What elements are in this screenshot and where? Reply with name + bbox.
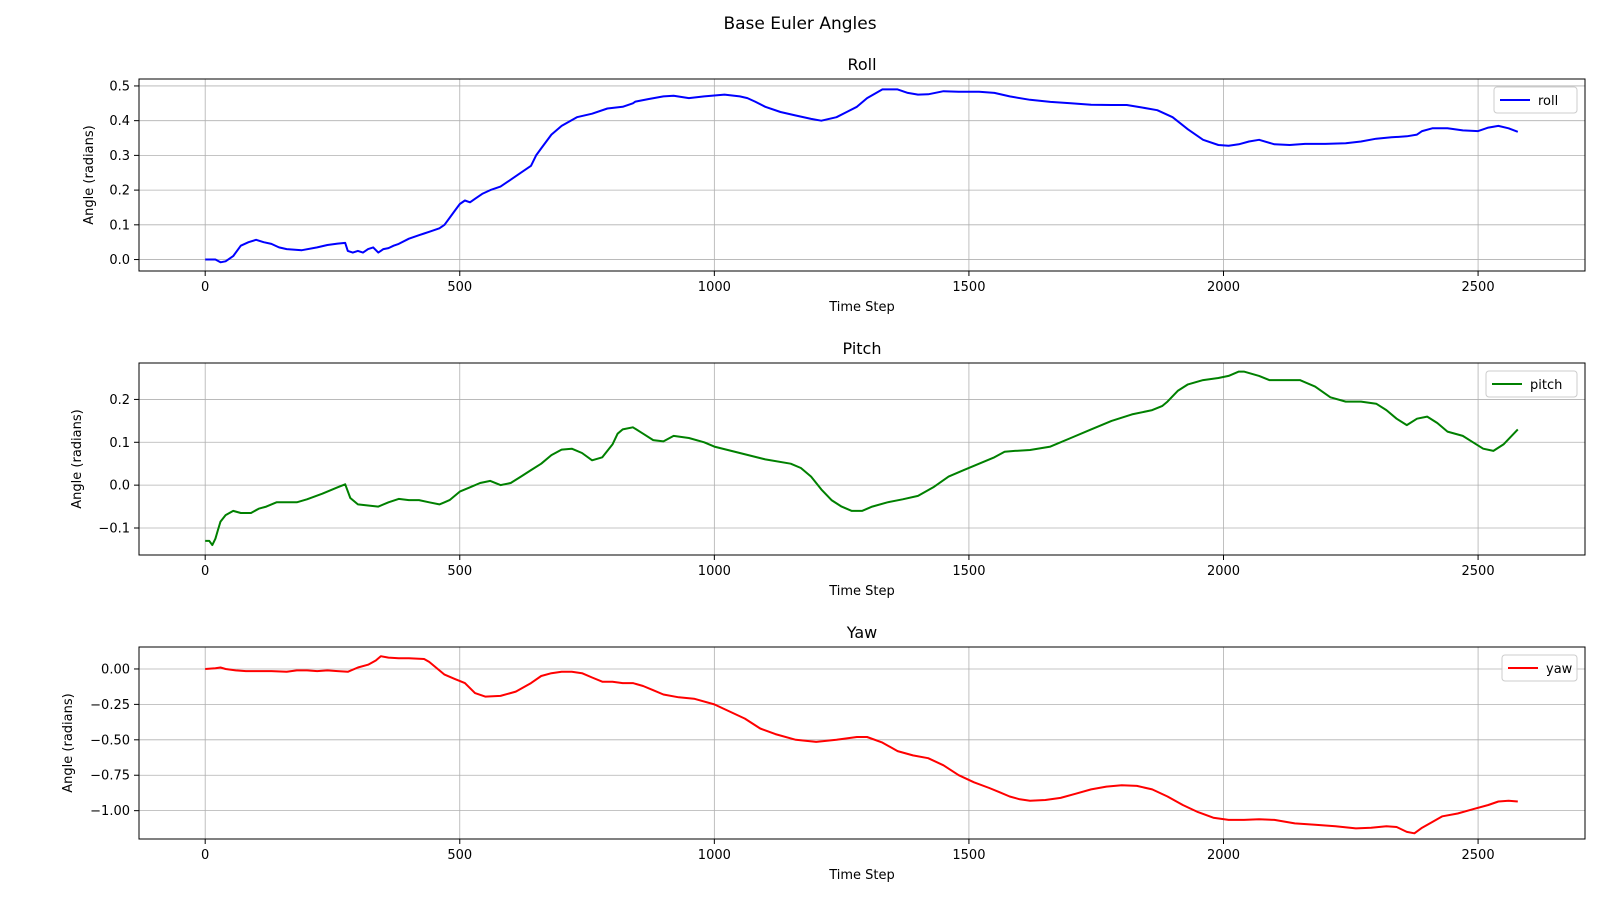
y-tick-label: 0.1	[109, 436, 130, 451]
x-tick-label: 2500	[1462, 280, 1495, 295]
chart-roll: 0 500 1000 1500 2000 2500 0.0 0.1 0.2 0.3 0.4 0.5 Ro…	[82, 55, 1586, 315]
subplot-title: Roll	[847, 55, 876, 74]
legend: roll	[1493, 86, 1578, 114]
y-tick-label: 0.4	[109, 114, 130, 129]
x-tick-label: 2000	[1207, 280, 1240, 295]
y-tick-label: 0.2	[109, 393, 130, 408]
y-tick-label: −0.75	[90, 769, 130, 784]
legend: pitch	[1485, 370, 1578, 398]
y-tick-label: −0.50	[90, 733, 130, 748]
y-tick-label: −1.00	[90, 804, 130, 819]
y-tick-label: 0.1	[109, 218, 130, 233]
x-tick-label: 2000	[1207, 564, 1240, 579]
x-axis-label: Time Step	[828, 584, 895, 599]
y-tick-label: 0.0	[109, 253, 130, 268]
subplot-title: Yaw	[846, 623, 877, 642]
x-tick-label: 2500	[1462, 848, 1495, 863]
y-tick-label: −0.1	[98, 522, 130, 537]
legend: yaw	[1501, 654, 1578, 682]
x-tick-label: 2500	[1462, 564, 1495, 579]
x-tick-label: 500	[447, 564, 472, 579]
x-tick-label: 0	[201, 280, 209, 295]
y-tick-label: 0.3	[109, 149, 130, 164]
x-axis-label: Time Step	[828, 868, 895, 883]
x-tick-label: 0	[201, 564, 209, 579]
y-axis-label: Angle (radians)	[70, 409, 85, 508]
x-tick-label: 0	[201, 848, 209, 863]
series-line-pitch	[205, 370, 1519, 547]
x-tick-label: 500	[447, 280, 472, 295]
x-axis-label: Time Step	[828, 300, 895, 315]
legend-box	[1493, 86, 1578, 114]
chart-pitch: 0 500 1000 1500 2000 2500 −0.1 0.0 0.1 0.2 Pitch Ti…	[70, 339, 1586, 599]
legend-label: roll	[1538, 94, 1558, 109]
y-tick-label: 0.0	[109, 479, 130, 494]
x-tick-label: 1500	[952, 564, 985, 579]
y-axis-label: Angle (radians)	[82, 125, 97, 224]
x-tick-label: 1000	[698, 280, 731, 295]
x-tick-label: 1500	[952, 280, 985, 295]
x-tick-label: 1000	[698, 848, 731, 863]
y-tick-label: 0.00	[101, 662, 130, 677]
series-line-roll	[205, 88, 1519, 264]
legend-box	[1501, 654, 1578, 682]
plot-frame	[138, 78, 1586, 272]
plot-frame	[138, 646, 1586, 840]
plot-frame	[138, 362, 1586, 556]
x-tick-label: 500	[447, 848, 472, 863]
y-tick-label: 0.2	[109, 184, 130, 199]
chart-yaw: 0 500 1000 1500 2000 2500 0.00 −0.25 −0.50 −0.75 −…	[61, 623, 1586, 883]
y-tick-label: 0.5	[109, 79, 130, 94]
x-tick-label: 1500	[952, 848, 985, 863]
subplot-title: Pitch	[843, 339, 882, 358]
legend-label: yaw	[1546, 662, 1573, 677]
y-axis-label: Angle (radians)	[61, 693, 76, 792]
y-tick-label: −0.25	[90, 698, 130, 713]
series-line-yaw	[205, 655, 1518, 835]
legend-label: pitch	[1530, 378, 1562, 393]
legend-box	[1485, 370, 1578, 398]
figure-title: Base Euler Angles	[723, 14, 877, 34]
x-tick-label: 2000	[1207, 848, 1240, 863]
x-tick-label: 1000	[698, 564, 731, 579]
